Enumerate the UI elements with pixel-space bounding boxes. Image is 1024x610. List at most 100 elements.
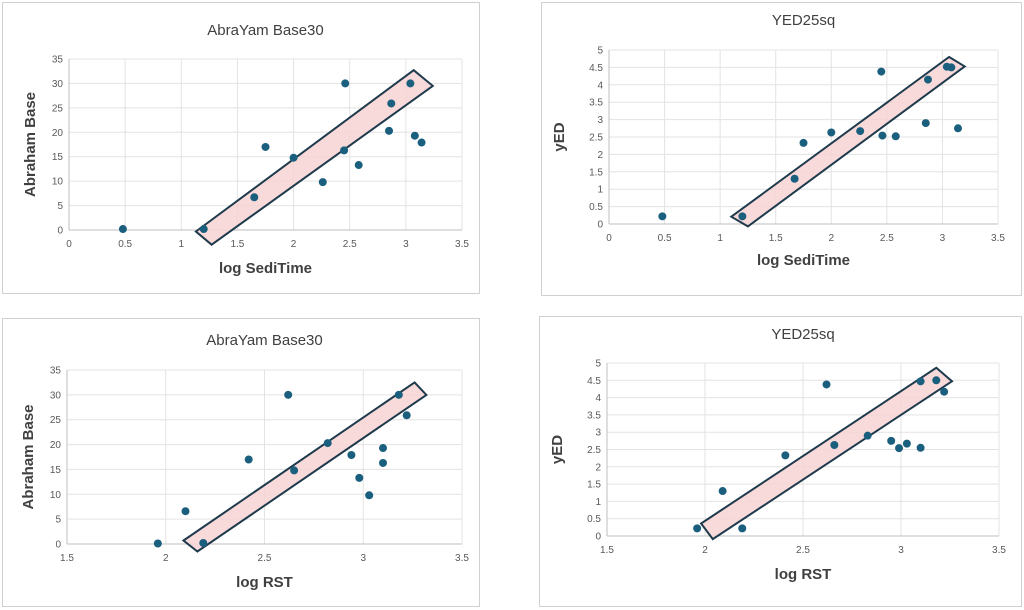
y-tick-label: 2.5	[589, 133, 603, 144]
x-tick-label: 2.5	[258, 553, 272, 564]
x-tick-label: 2.5	[343, 239, 357, 250]
data-point	[118, 225, 127, 234]
y-tick-label: 15	[50, 465, 62, 476]
data-point	[385, 126, 394, 135]
y-tick-label: 5	[595, 359, 601, 370]
chart-title: YED25sq	[772, 12, 835, 29]
trend-band	[699, 366, 954, 541]
x-tick-label: 3.5	[455, 553, 469, 564]
x-tick-label: 2	[829, 233, 835, 244]
data-point	[290, 466, 299, 475]
x-tick-label: 0.5	[658, 233, 672, 244]
data-point	[878, 131, 887, 140]
x-axis-label: log RST	[775, 566, 832, 583]
data-point	[261, 142, 270, 151]
x-tick-label: 1.5	[60, 553, 74, 564]
data-point	[199, 539, 208, 548]
data-point	[781, 451, 790, 460]
y-axis-label: Abraham Base	[20, 404, 37, 509]
y-tick-label: 1	[597, 185, 603, 196]
x-tick-label: 0	[66, 239, 72, 250]
y-tick-label: 4.5	[587, 376, 601, 387]
x-tick-label: 2	[702, 545, 708, 556]
y-tick-label: 5	[55, 515, 61, 526]
y-tick-label: 2	[595, 462, 601, 473]
x-tick-label: 1.5	[769, 233, 783, 244]
data-point	[940, 387, 949, 396]
x-axis-label: log SediTime	[219, 260, 312, 277]
data-point	[891, 132, 900, 141]
data-point	[340, 146, 349, 155]
y-tick-label: 20	[50, 440, 62, 451]
x-axis-label: log SediTime	[757, 252, 850, 269]
y-tick-label: 3.5	[587, 410, 601, 421]
data-point	[738, 212, 747, 221]
data-point	[406, 79, 415, 88]
y-tick-label: 2.5	[587, 445, 601, 456]
y-tick-label: 5	[597, 46, 603, 57]
data-point	[387, 99, 396, 108]
data-point	[394, 390, 403, 399]
x-tick-label: 1	[179, 239, 185, 250]
data-point	[916, 443, 925, 452]
x-tick-label: 3	[403, 239, 409, 250]
data-point	[895, 444, 904, 453]
chart-title: AbraYam Base30	[206, 332, 322, 349]
data-point	[199, 225, 208, 234]
y-tick-label: 4	[597, 80, 603, 91]
data-point	[284, 390, 293, 399]
data-point	[693, 524, 702, 533]
x-tick-label: 2.5	[796, 545, 810, 556]
data-point	[916, 377, 925, 386]
y-tick-label: 3.5	[589, 98, 603, 109]
data-point	[827, 128, 836, 137]
x-tick-label: 0	[606, 233, 612, 244]
data-point	[932, 376, 941, 385]
chart-svg-4: 0 0.5 1 1.5 2 2.5 3 3.5 4 4.5 5 1.5 2 2.5 3 3.5 YED25sq l…	[549, 326, 1006, 583]
y-tick-label: 25	[52, 103, 64, 114]
chart-svg-2: 0 0.5 1 1.5 2 2.5 3 3.5 4 4.5 5 0 0.5 1 1.5 2 2.5 3 3.5 YED…	[551, 12, 1005, 269]
chart-svg-1: 0 5 10 15 20 25 30 35 0 0.5 1 1.5 2 2.5 3 3.5 AbraYam Ba…	[22, 22, 469, 277]
y-tick-label: 35	[50, 366, 62, 377]
y-tick-label: 30	[52, 79, 64, 90]
data-point	[923, 75, 932, 84]
chart-svg-3: 0 5 10 15 20 25 30 35 1.5 2 2.5 3 3.5 AbraYam Base30 l…	[20, 332, 469, 591]
y-tick-label: 0.5	[589, 202, 603, 213]
y-axis-label: yED	[549, 435, 566, 464]
chart-panel-1: 0 5 10 15 20 25 30 35 0 0.5 1 1.5 2 2.5 3 3.5 AbraYam Ba…	[2, 2, 480, 294]
data-point	[289, 153, 298, 162]
x-tick-label: 3	[940, 233, 946, 244]
y-tick-label: 20	[52, 128, 64, 139]
trend-band	[729, 55, 967, 228]
data-point	[738, 524, 747, 533]
y-tick-label: 3	[595, 428, 601, 439]
data-point	[323, 439, 332, 448]
y-tick-label: 0	[57, 226, 63, 237]
y-tick-label: 1.5	[587, 480, 601, 491]
data-point	[902, 439, 911, 448]
data-point	[341, 79, 350, 88]
y-tick-label: 25	[50, 415, 62, 426]
y-tick-label: 10	[52, 177, 64, 188]
y-tick-label: 0	[597, 220, 603, 231]
data-point	[790, 174, 799, 183]
data-point	[153, 539, 162, 548]
data-point	[244, 455, 253, 464]
x-tick-label: 3.5	[992, 545, 1006, 556]
x-tick-label: 2	[291, 239, 297, 250]
y-tick-label: 15	[52, 152, 64, 163]
x-tick-label: 3.5	[455, 239, 469, 250]
x-tick-label: 2.5	[880, 233, 894, 244]
data-point	[921, 119, 930, 128]
chart-title: YED25sq	[771, 326, 834, 343]
y-tick-label: 2	[597, 150, 603, 161]
data-point	[953, 124, 962, 133]
data-point	[410, 131, 419, 140]
y-tick-label: 1.5	[589, 167, 603, 178]
y-tick-label: 0.5	[587, 514, 601, 525]
y-tick-label: 30	[50, 390, 62, 401]
x-tick-label: 1.5	[600, 545, 614, 556]
data-point	[947, 63, 956, 72]
y-tick-label: 4.5	[589, 63, 603, 74]
y-tick-label: 0	[55, 540, 61, 551]
